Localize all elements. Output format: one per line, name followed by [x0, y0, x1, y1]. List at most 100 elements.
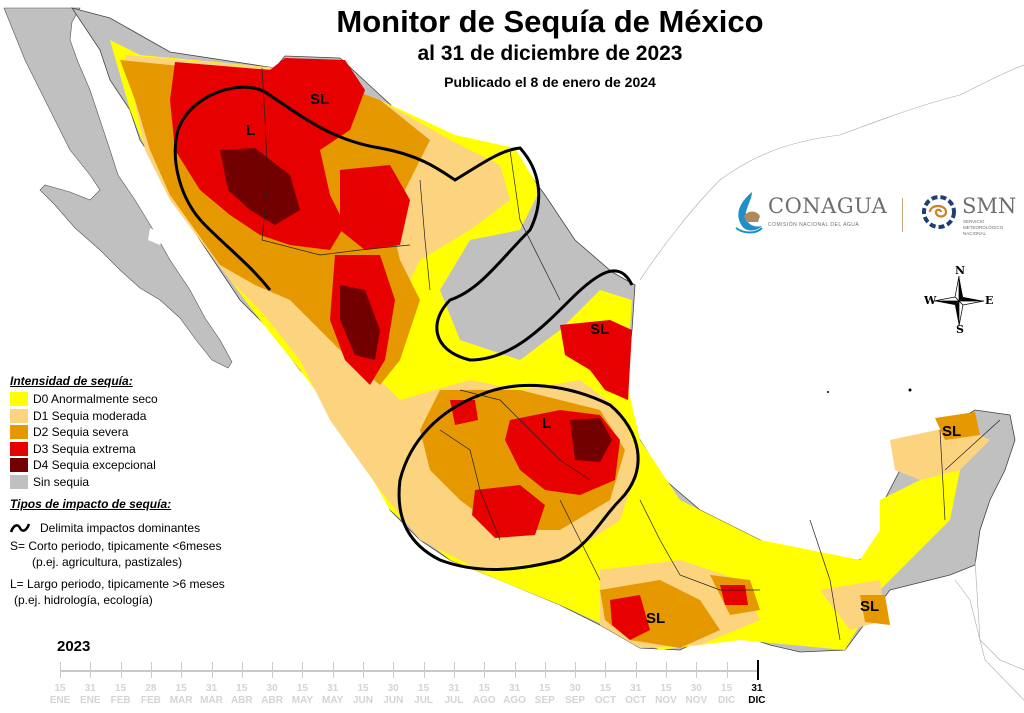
tick-month: MAR [200, 695, 223, 706]
timeline-year: 2023 [57, 638, 91, 655]
tick-month: JUN [352, 695, 373, 706]
timeline-tick-label: 30 ABR [252, 683, 292, 707]
timeline-tick-label: 31 ENE [70, 683, 110, 707]
map-label: SL [310, 91, 330, 108]
tick-month: MAY [291, 695, 314, 706]
legend-boundary: Delimita impactos dominantes [10, 520, 225, 536]
legend-item-none: Sin sequia [10, 474, 225, 491]
boundary-label: Delimita impactos dominantes [40, 521, 201, 535]
compass-icon [933, 275, 985, 327]
timeline-tick [60, 662, 61, 678]
timeline-tick-label: 28 FEB [131, 683, 171, 707]
tick-month: ENE [49, 695, 71, 706]
tick-month: AGO [503, 695, 526, 706]
tick-month: FEB [110, 695, 131, 706]
tick-month: SEP [534, 695, 555, 706]
legend-item-d3: D3 Sequia extrema [10, 441, 225, 458]
swatch-d3 [10, 441, 28, 456]
tick-day: 15 [539, 683, 551, 694]
tick-day: 15 [478, 683, 490, 694]
legend-item-d1: D1 Sequia moderada [10, 408, 225, 425]
tick-month: MAY [322, 695, 344, 706]
timeline-tick [241, 662, 243, 678]
legend-intensity-title: Intensidad de sequía: [10, 374, 133, 388]
state-borders [261, 67, 1001, 641]
legend-label: D2 Sequia severa [33, 425, 129, 440]
legend-label: D4 Sequia excepcional [33, 458, 156, 473]
logo-separator [902, 198, 903, 232]
timeline-tick [453, 662, 455, 678]
smn-subtitle: SERVICIO METEOROLÓGICO NACIONAL [963, 219, 1004, 236]
d4-center [570, 418, 612, 462]
short-term-examples: (p.ej. agricultura, pastizales) [32, 555, 183, 569]
legend-label: D3 Sequia extrema [33, 441, 136, 456]
timeline-tick [423, 662, 425, 678]
tick-day: 15 [54, 683, 66, 694]
wave-line-icon [10, 523, 30, 533]
legend: Intensidad de sequía: D0 Anormalmente se… [10, 373, 225, 608]
timeline-tick [363, 662, 364, 678]
timeline-tick [635, 662, 637, 678]
timeline-tick [272, 662, 274, 678]
tick-month: DIC [748, 695, 766, 706]
map-label: L [542, 415, 552, 432]
page-title: Monitor de Sequía de México [336, 4, 764, 39]
tick-day: 15 [721, 683, 733, 694]
compass-rose: N S E W [924, 264, 994, 336]
swatch-none [10, 474, 28, 489]
tick-month: SEP [565, 695, 586, 706]
tick-day: 15 [660, 683, 672, 694]
tick-month: JUN [383, 695, 404, 706]
timeline-tick [393, 662, 395, 678]
timeline-tick [756, 660, 759, 680]
d3-durango [340, 165, 410, 250]
timeline-tick-label: 30 SEP [555, 683, 595, 707]
d3-tamaulipas [560, 320, 632, 400]
tick-day: 28 [145, 683, 157, 694]
tick-day: 31 [508, 683, 521, 694]
timeline-tick-label: 15 DIC [707, 683, 747, 707]
timeline-tick-label: 15 FEB [101, 683, 141, 707]
d4-durango [340, 285, 380, 360]
d4-chihuahua [220, 148, 300, 225]
timeline-tick [90, 662, 92, 678]
tick-month: ENE [80, 695, 101, 706]
timeline-tick-label: 31 MAR [192, 683, 232, 707]
timeline-tick [696, 662, 698, 678]
compass-w: W [924, 294, 937, 307]
timeline-tick-label: 15 MAR [161, 683, 201, 707]
legend-label: D1 Sequia moderada [33, 408, 147, 423]
timeline-tick [605, 662, 607, 678]
tick-month: OCT [625, 695, 647, 706]
timeline-tick-label: 30 JUN [373, 683, 413, 707]
baja-california [3, 7, 233, 369]
timeline-current-date: 31 DIC [737, 683, 777, 707]
tick-day: 30 [387, 683, 399, 694]
smn-name: SMN [962, 194, 1017, 218]
timeline-tick-label: 15 NOV [646, 683, 686, 707]
tick-day: 30 [569, 683, 581, 694]
impact-boundary-north [173, 85, 634, 362]
tick-day: 30 [690, 683, 702, 694]
long-term-note: L= Largo periodo, tipicamente >6 meses [10, 577, 225, 591]
smn-logo-icon [922, 195, 956, 229]
conagua-subtitle: COMISIÓN NACIONAL DEL AGUA [768, 222, 860, 228]
swatch-d1 [10, 408, 28, 423]
conagua-name: CONAGUA [768, 194, 888, 218]
legend-label: Sin sequia [33, 474, 90, 489]
d3-oaxaca [610, 595, 650, 640]
tick-day: 15 [357, 683, 369, 694]
d3-north [170, 58, 365, 250]
tick-month: AGO [472, 695, 496, 706]
tick-month: DIC [717, 695, 736, 706]
timeline-tick [181, 662, 183, 678]
d1-yucatan [890, 425, 990, 480]
impact-boundary-center [397, 383, 640, 571]
timeline-tick [332, 662, 334, 678]
tick-month: NOV [685, 695, 708, 706]
timeline-tick [726, 662, 728, 678]
page-subtitle: al 31 de diciembre de 2023 [417, 42, 683, 65]
central-america-border [954, 559, 1024, 701]
tick-day: 15 [599, 683, 611, 694]
